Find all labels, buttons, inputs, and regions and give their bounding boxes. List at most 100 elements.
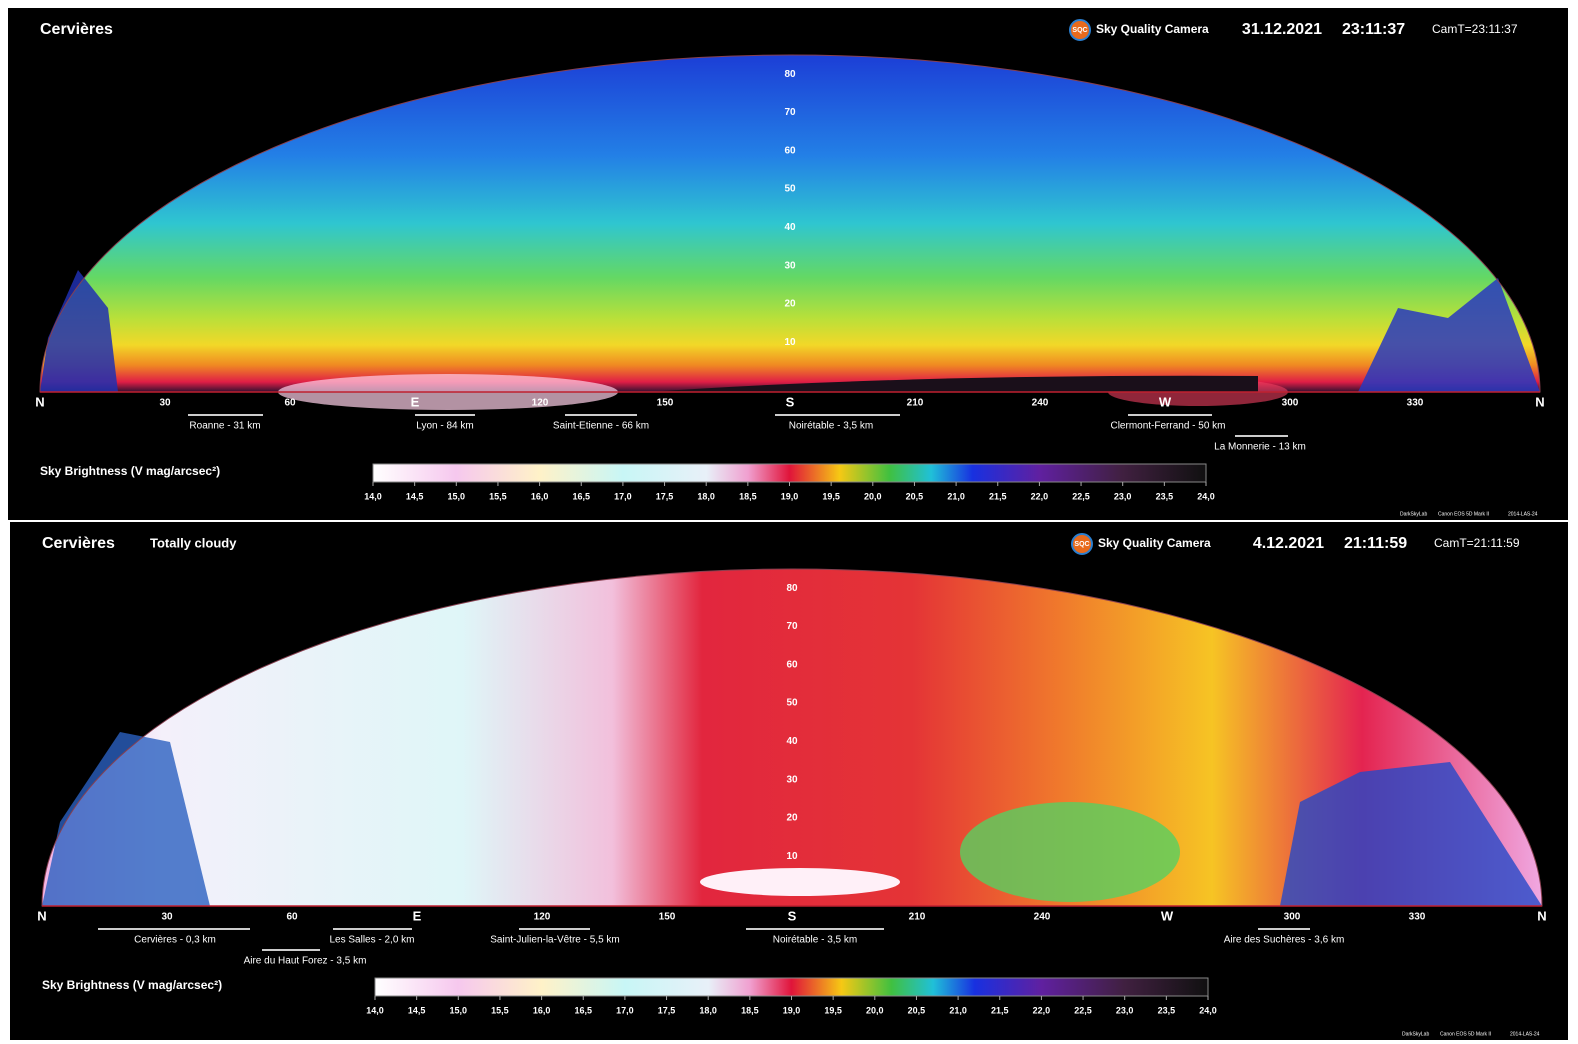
direction-label: N bbox=[37, 908, 46, 923]
altitude-label: 20 bbox=[784, 299, 796, 310]
scale-tick-label: 23,5 bbox=[1158, 1005, 1176, 1015]
altitude-label: 20 bbox=[786, 813, 798, 824]
scale-tick-label: 21,5 bbox=[989, 491, 1007, 501]
scale-tick-label: 20,0 bbox=[866, 1005, 884, 1015]
scale-tick-label: 23,5 bbox=[1156, 491, 1174, 501]
scale-tick-label: 19,5 bbox=[824, 1005, 842, 1015]
scale-tick-label: 19,5 bbox=[822, 491, 840, 501]
altitude-label: 80 bbox=[784, 69, 796, 80]
date: 31.12.2021 bbox=[1242, 21, 1322, 38]
direction-label: W bbox=[1159, 394, 1172, 409]
azimuth-label: 60 bbox=[286, 912, 298, 923]
scale-tick-label: 18,0 bbox=[699, 1005, 717, 1015]
scale-tick-label: 15,5 bbox=[489, 491, 507, 501]
azimuth-label: 150 bbox=[659, 912, 676, 923]
azimuth-label: 240 bbox=[1034, 912, 1051, 923]
place-label: Clermont-Ferrand - 50 km bbox=[1110, 421, 1225, 432]
scale-tick-label: 16,5 bbox=[572, 491, 590, 501]
azimuth-label: 30 bbox=[159, 398, 171, 409]
place-label: La Monnerie - 13 km bbox=[1214, 442, 1306, 453]
credit: DarkSkyLab bbox=[1402, 1031, 1429, 1037]
scale-tick-label: 21,0 bbox=[947, 491, 965, 501]
scale-tick-label: 17,0 bbox=[614, 491, 632, 501]
scale-tick-label: 21,5 bbox=[991, 1005, 1009, 1015]
credit: Canon EOS 5D Mark II bbox=[1438, 511, 1489, 517]
time: 21:11:59 bbox=[1344, 535, 1407, 552]
scale-tick-label: 15,5 bbox=[491, 1005, 509, 1015]
altitude-label: 10 bbox=[784, 337, 796, 348]
scale-tick-label: 14,0 bbox=[366, 1005, 384, 1015]
direction-label: E bbox=[411, 394, 420, 409]
camera-time: CamT=23:11:37 bbox=[1432, 22, 1518, 36]
green-patch bbox=[960, 802, 1180, 902]
scale-title: Sky Brightness (V mag/arcsec²) bbox=[42, 978, 222, 992]
scale-tick-label: 14,5 bbox=[408, 1005, 426, 1015]
direction-label: S bbox=[788, 908, 797, 923]
altitude-label: 30 bbox=[786, 774, 798, 785]
azimuth-label: 30 bbox=[161, 912, 173, 923]
scale-tick-label: 20,5 bbox=[906, 491, 924, 501]
azimuth-label: 210 bbox=[907, 398, 924, 409]
place-label: Roanne - 31 km bbox=[189, 421, 260, 432]
place-label: Les Salles - 2,0 km bbox=[329, 935, 414, 946]
azimuth-label: 120 bbox=[532, 398, 549, 409]
place-label: Saint-Julien-la-Vêtre - 5,5 km bbox=[490, 935, 620, 946]
azimuth-label: 300 bbox=[1282, 398, 1299, 409]
azimuth-label: 60 bbox=[284, 398, 296, 409]
scale-bar bbox=[375, 978, 1208, 996]
location: Cervières bbox=[40, 21, 113, 38]
sky-panel: CervièresTotally cloudySQCSky Quality Ca… bbox=[10, 522, 1568, 1040]
altitude-label: 40 bbox=[786, 736, 798, 747]
subtitle: Totally cloudy bbox=[150, 535, 237, 550]
altitude-label: 50 bbox=[786, 698, 798, 709]
place-label: Noirétable - 3,5 km bbox=[773, 935, 857, 946]
place-label: Aire des Suchères - 3,6 km bbox=[1224, 935, 1345, 946]
direction-label: W bbox=[1161, 908, 1174, 923]
scale-tick-label: 22,0 bbox=[1031, 491, 1049, 501]
credit: 2014-LAS-24 bbox=[1508, 511, 1538, 517]
scale-tick-label: 22,0 bbox=[1033, 1005, 1051, 1015]
logo: SQC bbox=[1072, 27, 1087, 34]
scale-tick-label: 19,0 bbox=[783, 1005, 801, 1015]
scale-tick-label: 20,5 bbox=[908, 1005, 926, 1015]
azimuth-label: 120 bbox=[534, 912, 551, 923]
scale-tick-label: 22,5 bbox=[1074, 1005, 1092, 1015]
scale-tick-label: 14,0 bbox=[364, 491, 382, 501]
scale-tick-label: 24,0 bbox=[1197, 491, 1215, 501]
direction-label: N bbox=[1537, 908, 1546, 923]
sky-panel: Cervières SQC Sky Quality Camera 31.12.2021… bbox=[8, 8, 1568, 520]
scale-tick-label: 20,0 bbox=[864, 491, 882, 501]
location: Cervières bbox=[42, 535, 115, 552]
scale-tick-label: 15,0 bbox=[448, 491, 466, 501]
altitude-label: 60 bbox=[784, 145, 796, 156]
direction-label: S bbox=[786, 394, 795, 409]
scale-tick-label: 16,0 bbox=[531, 491, 549, 501]
brand: Sky Quality Camera bbox=[1098, 536, 1211, 550]
scale-title: Sky Brightness (V mag/arcsec²) bbox=[40, 464, 220, 478]
azimuth-label: 300 bbox=[1284, 912, 1301, 923]
scale-tick-label: 17,0 bbox=[616, 1005, 634, 1015]
credit: Canon EOS 5D Mark II bbox=[1440, 1031, 1491, 1037]
scale-tick-label: 23,0 bbox=[1116, 1005, 1134, 1015]
page: Cervières SQC Sky Quality Camera 31.12.2021… bbox=[0, 0, 1578, 1044]
brand: Sky Quality Camera bbox=[1096, 22, 1209, 36]
azimuth-label: 330 bbox=[1409, 912, 1426, 923]
place-label: Aire du Haut Forez - 3,5 km bbox=[244, 956, 367, 967]
altitude-label: 50 bbox=[784, 184, 796, 195]
azimuth-label: 330 bbox=[1407, 398, 1424, 409]
scale-bar bbox=[373, 464, 1206, 482]
time: 23:11:37 bbox=[1342, 21, 1405, 38]
altitude-label: 40 bbox=[784, 222, 796, 233]
scale-tick-label: 18,5 bbox=[741, 1005, 759, 1015]
bright-core bbox=[700, 868, 900, 896]
credit: DarkSkyLab bbox=[1400, 511, 1427, 517]
altitude-label: 10 bbox=[786, 851, 798, 862]
place-label: Saint-Etienne - 66 km bbox=[553, 421, 649, 432]
direction-label: N bbox=[35, 394, 44, 409]
altitude-label: 30 bbox=[784, 260, 796, 271]
altitude-label: 70 bbox=[786, 621, 798, 632]
scale-tick-label: 18,0 bbox=[697, 491, 715, 501]
direction-label: N bbox=[1535, 394, 1544, 409]
scale-tick-label: 14,5 bbox=[406, 491, 424, 501]
scale-tick-label: 22,5 bbox=[1072, 491, 1090, 501]
